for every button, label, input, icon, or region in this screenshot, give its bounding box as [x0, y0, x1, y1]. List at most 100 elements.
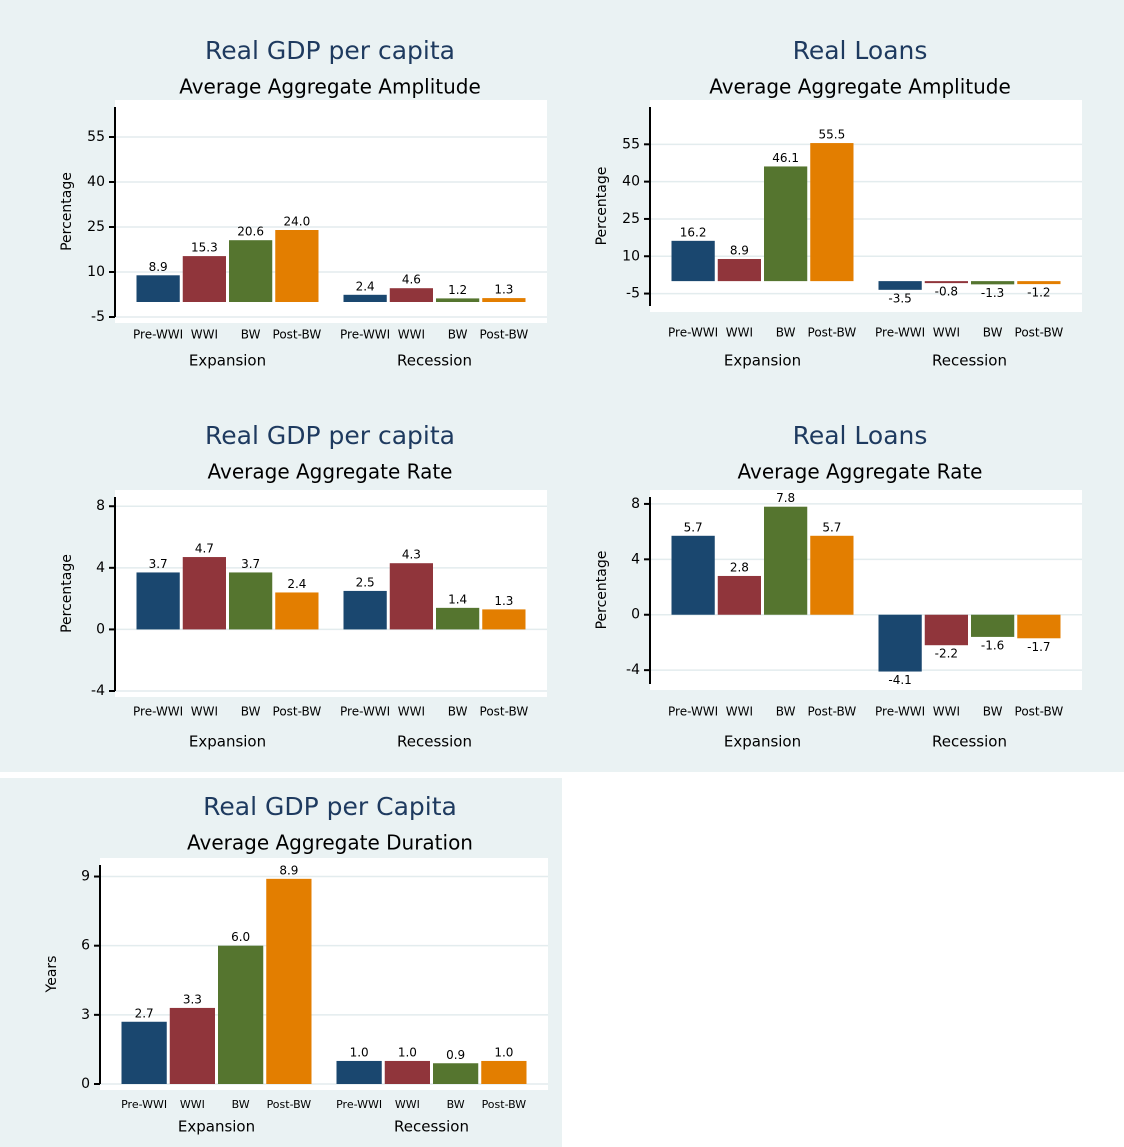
chart-subtitle: Average Aggregate Rate: [208, 460, 453, 484]
chart-title: Real GDP per Capita: [203, 792, 457, 821]
bar: [1017, 614, 1061, 639]
bar: [482, 609, 526, 630]
group-label: Recession: [397, 352, 472, 370]
group-label: Recession: [932, 352, 1007, 370]
x-tick-label: Post-BW: [1015, 326, 1064, 340]
value-label: 1.3: [494, 594, 513, 608]
bar: [136, 275, 180, 302]
x-tick-label: BW: [232, 1098, 250, 1111]
x-tick-label: Pre-WWI: [121, 1098, 167, 1111]
y-axis-label: Percentage: [59, 172, 75, 251]
bar: [275, 592, 319, 630]
value-label: 4.6: [402, 273, 421, 287]
bar: [343, 294, 387, 302]
y-tick-label: 3: [81, 1007, 90, 1023]
bar: [169, 1007, 215, 1084]
bar: [810, 535, 854, 615]
y-tick-label: 9: [81, 869, 90, 885]
bar: [229, 572, 273, 630]
x-tick-label: Pre-WWI: [875, 705, 925, 719]
y-tick-label: -4: [626, 662, 640, 678]
x-tick-label: BW: [776, 326, 796, 340]
x-tick-label: WWI: [933, 705, 960, 719]
bar: [389, 288, 433, 302]
y-tick-label: -4: [91, 683, 105, 699]
y-tick-label: 4: [631, 551, 640, 567]
y-tick-label: 10: [87, 264, 105, 280]
bar: [671, 535, 715, 615]
y-tick-label: 6: [81, 938, 90, 954]
value-label: 5.7: [684, 520, 703, 534]
value-label: -0.8: [935, 285, 958, 299]
x-tick-label: WWI: [191, 328, 218, 342]
y-tick-label: 10: [622, 248, 640, 264]
x-tick-label: WWI: [398, 705, 425, 719]
y-tick-label: 0: [81, 1076, 90, 1092]
x-tick-label: Pre-WWI: [133, 328, 183, 342]
chart-title: Real Loans: [793, 36, 928, 65]
value-label: 2.4: [287, 577, 306, 591]
bar: [1017, 281, 1061, 285]
value-label: 16.2: [680, 225, 707, 239]
x-tick-label: BW: [448, 328, 468, 342]
value-label: -1.3: [981, 286, 1004, 300]
value-label: 4.7: [195, 542, 214, 556]
bar: [384, 1060, 430, 1084]
plot-area: [650, 100, 1082, 312]
y-axis-label: Percentage: [594, 167, 610, 246]
bar: [810, 143, 854, 282]
value-label: 8.9: [730, 243, 749, 257]
value-label: -1.7: [1027, 640, 1050, 654]
bar: [971, 614, 1015, 637]
y-tick-label: 40: [622, 174, 640, 190]
bar: [671, 240, 715, 282]
x-tick-label: BW: [983, 326, 1003, 340]
group-label: Recession: [932, 733, 1007, 751]
value-label: 2.8: [730, 560, 749, 574]
bar: [389, 563, 433, 630]
bar: [182, 557, 226, 630]
value-label: 6.0: [231, 930, 250, 944]
x-tick-label: Pre-WWI: [668, 705, 718, 719]
value-label: -4.1: [888, 673, 911, 687]
x-tick-label: Pre-WWI: [336, 1098, 382, 1111]
x-tick-label: Post-BW: [480, 705, 529, 719]
y-tick-label: 55: [87, 129, 105, 145]
plot-area: [650, 490, 1082, 690]
x-tick-label: BW: [447, 1098, 465, 1111]
bar: [121, 1021, 167, 1084]
x-tick-label: Post-BW: [1015, 705, 1064, 719]
value-label: -3.5: [888, 291, 911, 305]
value-label: -1.2: [1027, 286, 1050, 300]
value-label: 2.4: [356, 279, 375, 293]
y-tick-label: -5: [626, 286, 640, 302]
value-label: -2.2: [935, 647, 958, 661]
bar: [275, 230, 319, 302]
plot-area: [115, 100, 547, 323]
bar: [136, 572, 180, 630]
group-label: Expansion: [189, 352, 266, 370]
x-tick-label: Pre-WWI: [668, 326, 718, 340]
x-tick-label: Pre-WWI: [875, 326, 925, 340]
x-tick-label: BW: [776, 705, 796, 719]
y-tick-label: 25: [87, 219, 105, 235]
bar: [433, 1063, 479, 1084]
bar: [481, 1060, 527, 1084]
x-tick-label: WWI: [191, 705, 218, 719]
group-label: Recession: [394, 1118, 469, 1136]
x-tick-label: Post-BW: [480, 328, 529, 342]
x-tick-label: BW: [241, 705, 261, 719]
group-label: Expansion: [724, 733, 801, 751]
value-label: 15.3: [191, 241, 218, 255]
value-label: 1.0: [350, 1045, 369, 1059]
value-label: 7.8: [776, 491, 795, 505]
x-tick-label: Pre-WWI: [133, 705, 183, 719]
bar: [924, 614, 968, 646]
bar: [764, 166, 808, 282]
group-label: Recession: [397, 733, 472, 751]
bar: [971, 281, 1015, 285]
value-label: -1.6: [981, 638, 1004, 652]
y-tick-label: 4: [96, 560, 105, 576]
x-tick-label: BW: [448, 705, 468, 719]
chart-title: Real Loans: [793, 421, 928, 450]
